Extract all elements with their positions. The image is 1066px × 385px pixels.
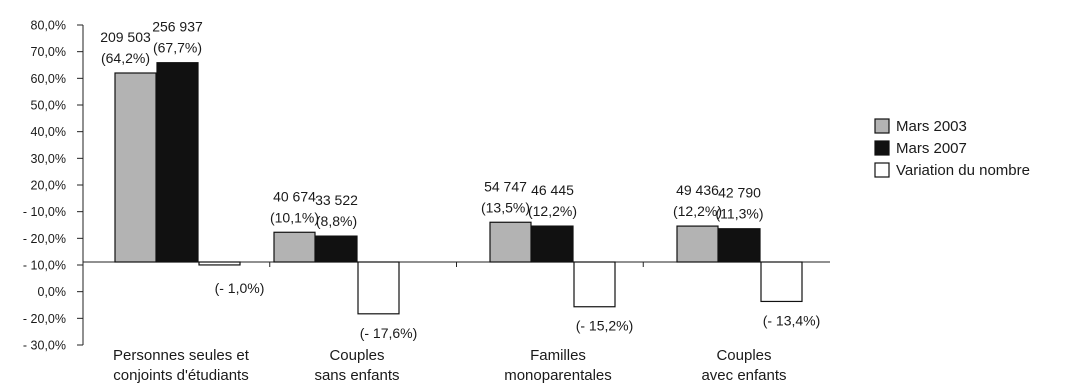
category-labels: Personnes seules et conjoints d'étudiants…: [113, 347, 786, 384]
bar-variation: [198, 261, 241, 266]
data-label: 46 445: [531, 182, 574, 198]
y-tick-label: 70,0%: [31, 45, 66, 59]
data-label: (12,2%): [673, 203, 722, 219]
category-label: Couples: [716, 347, 771, 364]
data-label: (13,5%): [481, 199, 530, 215]
category-label: Personnes seules et: [113, 347, 250, 364]
legend-label: Mars 2007: [896, 140, 967, 157]
y-tick-label: 60,0%: [31, 72, 66, 86]
data-label: 209 503: [100, 29, 151, 45]
data-label: 54 747: [484, 178, 527, 194]
y-tick-label: - 20,0%: [23, 232, 66, 246]
data-labels: 209 503 (64,2%)256 937 (67,7%) (- 1,0%) 40 6…: [100, 19, 820, 341]
y-tick-label: 40,0%: [31, 125, 66, 139]
data-label: (11,3%): [716, 206, 764, 222]
category-label: avec enfants: [701, 367, 786, 384]
bar-mars-2007: [531, 225, 574, 263]
legend-label: Variation du nombre: [896, 162, 1030, 179]
y-tick-label: 80,0%: [31, 19, 66, 33]
y-tick-label: - 20,0%: [23, 312, 66, 326]
data-label: (67,7%): [153, 40, 202, 56]
legend: Mars 2003 Mars 2007 Variation du nombre: [874, 118, 1030, 179]
category-label: conjoints d'étudiants: [113, 367, 248, 384]
bar-mars-2003: [676, 225, 719, 263]
bar-variation: [573, 261, 616, 308]
data-label: 40 674: [273, 188, 316, 204]
data-label: (- 13,4%): [763, 312, 821, 328]
bar-mars-2003: [489, 221, 532, 263]
y-tick-label: 20,0%: [31, 179, 66, 193]
bar-mars-2003: [273, 231, 316, 263]
category-label: Couples: [329, 347, 384, 364]
data-label: 42 790: [718, 185, 761, 201]
data-label: (10,1%): [270, 209, 319, 225]
bar-mars-2003: [114, 72, 157, 263]
data-label: 49 436: [676, 182, 719, 198]
data-label: (- 1,0%): [215, 280, 265, 296]
category-label: Familles: [530, 347, 586, 364]
bar-variation: [760, 261, 803, 303]
y-tick-label: - 10,0%: [23, 259, 66, 273]
y-tick-label: 0,0%: [38, 285, 67, 299]
legend-swatch: [874, 162, 890, 178]
bar-mars-2007: [156, 62, 199, 263]
y-tick-label: - 10,0%: [23, 205, 66, 219]
data-label: 33 522: [315, 192, 358, 208]
data-label: 256 937: [152, 19, 203, 35]
bar-variation: [357, 261, 400, 315]
y-tick-label: 50,0%: [31, 99, 66, 113]
bars: [114, 62, 803, 315]
category-label: sans enfants: [314, 367, 399, 384]
data-label: (8,8%): [316, 213, 357, 229]
data-label: (12,2%): [528, 203, 577, 219]
data-label: (64,2%): [101, 50, 150, 66]
legend-swatch: [874, 140, 890, 156]
data-label: (- 17,6%): [360, 325, 418, 341]
data-label: (- 15,2%): [576, 318, 634, 334]
legend-label: Mars 2003: [896, 118, 967, 135]
y-tick-label: - 30,0%: [23, 339, 66, 353]
legend-swatch: [874, 118, 890, 134]
category-label: monoparentales: [504, 367, 612, 384]
bar-mars-2007: [718, 228, 761, 263]
axes: 80,0% 70,0% 60,0% 50,0% 40,0% 30,0% 20,0% - 10,…: [23, 19, 830, 353]
y-tick-label: 30,0%: [31, 152, 66, 166]
bar-mars-2007: [315, 235, 358, 263]
